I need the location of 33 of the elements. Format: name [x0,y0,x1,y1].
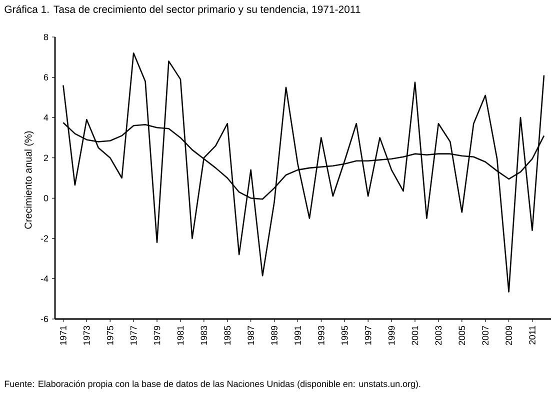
x-tick-label: 1991 [294,326,301,345]
x-tick-label: 1995 [341,326,348,345]
x-tick-label: 1999 [388,326,395,345]
x-tick-label: 2009 [506,326,512,346]
x-tick-label: 1993 [318,326,324,345]
y-tick-label: 0 [44,194,48,202]
x-tick-label: 1989 [271,326,278,345]
x-tick-label: 1981 [177,326,184,345]
y-tick-label: 2 [44,154,48,161]
chart-title: Gráfica 1. Tasa de crecimiento del sector primario y su tendencia, 1971-2011 [4,5,360,16]
y-tick-label: -6 [40,316,48,322]
x-tick-label: 1985 [224,326,231,345]
x-tick-label: 1971 [60,326,66,345]
line-series [62,52,545,292]
x-tick-label: 1977 [130,326,137,345]
x-tick-label: 2005 [458,326,466,346]
source-note: Fuente: Elaboración propia con la base de datos de las Naciones Unidas (disponible en: unstats.un.org). [4,380,420,389]
x-tick-label: 2001 [412,326,418,346]
x-tick-label: 2007 [482,326,489,346]
y-tick-label: 4 [44,114,48,121]
x-tick-label: 1997 [364,326,372,345]
x-tick-label: 1987 [248,326,254,345]
y-tick-label: 8 [44,34,48,40]
x-tick-label: 2003 [435,326,442,346]
y-tick-label: 6 [44,74,48,80]
y-tick-label: -4 [40,276,48,282]
x-tick-label: 1975 [106,326,114,345]
x-tick-label: 1979 [154,326,160,345]
x-tick-label: 1973 [83,326,90,345]
x-tick-label: 2011 [529,326,536,344]
y-tick-label: -2 [40,235,48,242]
y-axis-title: Crecimiento anual (%) [24,131,34,229]
x-tick-label: 1983 [200,326,208,345]
